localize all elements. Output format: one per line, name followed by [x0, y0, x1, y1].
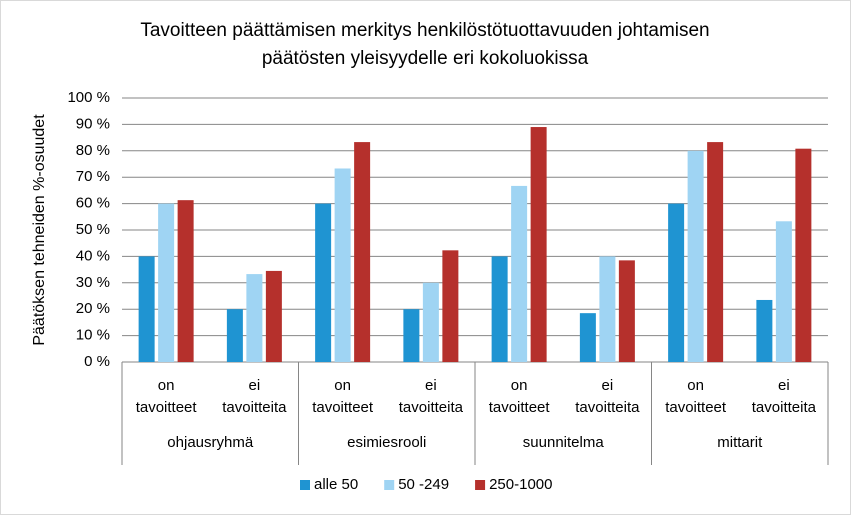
bar — [491, 256, 508, 362]
y-tick-label: 10 % — [76, 327, 110, 344]
x-tick-label: on — [158, 377, 175, 394]
x-tick-label: ei — [602, 377, 614, 394]
group-label: esimiesrooli — [347, 434, 426, 451]
legend-swatch — [475, 480, 486, 490]
x-tick-label: ei — [425, 377, 437, 394]
bar — [579, 313, 596, 362]
x-tick-label: tavoitteet — [665, 399, 727, 416]
chart-title: Tavoitteen päättämisen merkitys henkilös… — [140, 20, 709, 41]
bar — [511, 185, 528, 362]
bar — [403, 309, 420, 362]
bar — [334, 168, 351, 362]
bar — [265, 270, 282, 362]
bar — [599, 256, 616, 362]
bar — [668, 203, 685, 362]
chart-title: päätösten yleisyydelle eri kokoluokissa — [262, 48, 589, 69]
y-tick-label: 0 % — [84, 353, 110, 370]
legend-label: 50 -249 — [398, 476, 449, 493]
bar — [530, 127, 547, 362]
y-tick-label: 90 % — [76, 115, 110, 132]
bar — [707, 142, 724, 362]
y-tick-label: 60 % — [76, 195, 110, 212]
legend-label: alle 50 — [314, 476, 358, 493]
x-tick-label: on — [334, 377, 351, 394]
x-tick-label: tavoitteita — [222, 399, 287, 416]
bar — [775, 221, 792, 362]
y-tick-label: 40 % — [76, 247, 110, 264]
y-axis-label: Päätöksen tehneiden %-osuudet — [31, 114, 48, 346]
bar — [422, 282, 439, 362]
bar — [795, 148, 812, 362]
group-label: ohjausryhmä — [167, 434, 254, 451]
x-tick-label: tavoitteet — [312, 399, 374, 416]
legend-swatch — [384, 480, 395, 490]
x-tick-label: tavoitteet — [136, 399, 198, 416]
group-label: mittarit — [717, 434, 763, 451]
legend-label: 250-1000 — [489, 476, 552, 493]
bar — [442, 250, 459, 362]
y-tick-label: 30 % — [76, 274, 110, 291]
bar — [618, 260, 635, 362]
bar — [138, 256, 155, 362]
y-tick-label: 80 % — [76, 142, 110, 159]
bar — [246, 274, 263, 362]
x-tick-label: on — [687, 377, 704, 394]
x-tick-label: tavoitteet — [489, 399, 551, 416]
x-tick-label: tavoitteita — [399, 399, 464, 416]
y-tick-label: 70 % — [76, 168, 110, 185]
bar — [177, 200, 194, 362]
bar — [158, 203, 175, 362]
bar — [756, 299, 773, 362]
y-tick-label: 100 % — [67, 89, 110, 106]
bar — [226, 309, 243, 362]
x-tick-label: on — [511, 377, 528, 394]
x-tick-label: ei — [778, 377, 790, 394]
bar — [315, 203, 332, 362]
x-tick-label: tavoitteita — [752, 399, 817, 416]
bar — [354, 142, 371, 362]
x-tick-label: tavoitteita — [575, 399, 640, 416]
bar — [687, 150, 704, 362]
x-tick-label: ei — [249, 377, 261, 394]
y-tick-label: 20 % — [76, 300, 110, 317]
y-tick-label: 50 % — [76, 221, 110, 238]
group-label: suunnitelma — [523, 434, 605, 451]
legend-swatch — [300, 480, 310, 490]
